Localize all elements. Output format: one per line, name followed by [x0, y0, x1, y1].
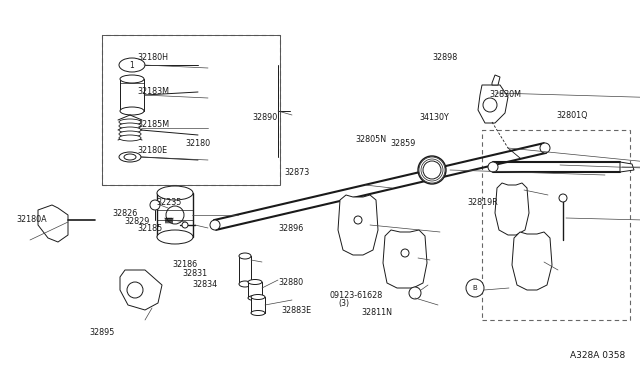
Ellipse shape — [157, 230, 193, 244]
Text: 34130Y: 34130Y — [419, 113, 449, 122]
Polygon shape — [620, 162, 634, 172]
Ellipse shape — [418, 156, 446, 184]
Text: 32890: 32890 — [253, 113, 278, 122]
Bar — [251, 297, 265, 313]
Text: B: B — [472, 285, 477, 291]
Circle shape — [559, 194, 567, 202]
Text: 32831: 32831 — [182, 269, 207, 278]
Text: 32185M: 32185M — [138, 120, 170, 129]
Circle shape — [166, 206, 184, 224]
Ellipse shape — [251, 295, 265, 299]
Circle shape — [466, 279, 484, 297]
Ellipse shape — [119, 58, 145, 72]
Text: 32180: 32180 — [186, 139, 211, 148]
Ellipse shape — [210, 220, 220, 230]
Text: 1: 1 — [130, 61, 134, 70]
Polygon shape — [478, 85, 508, 123]
Text: 32834: 32834 — [192, 280, 217, 289]
Ellipse shape — [119, 135, 141, 141]
Ellipse shape — [120, 107, 144, 115]
Ellipse shape — [540, 143, 550, 153]
Circle shape — [354, 216, 362, 224]
Polygon shape — [120, 270, 162, 310]
Text: (3): (3) — [338, 299, 349, 308]
Ellipse shape — [120, 75, 144, 83]
Circle shape — [483, 98, 497, 112]
Ellipse shape — [119, 152, 141, 162]
Polygon shape — [495, 183, 529, 235]
Text: 32859: 32859 — [390, 139, 416, 148]
Polygon shape — [492, 75, 500, 85]
Text: A328A 0358: A328A 0358 — [570, 351, 625, 360]
Ellipse shape — [248, 279, 262, 285]
Bar — [239, 256, 251, 284]
Text: 32811N: 32811N — [362, 308, 392, 317]
Circle shape — [127, 282, 143, 298]
Polygon shape — [512, 232, 552, 290]
Text: 32873: 32873 — [285, 169, 310, 177]
Text: 32186: 32186 — [173, 260, 198, 269]
Polygon shape — [383, 230, 427, 288]
Ellipse shape — [488, 162, 498, 172]
Text: 32830M: 32830M — [490, 90, 522, 99]
Bar — [248, 282, 262, 298]
Ellipse shape — [119, 131, 141, 137]
Text: 32183M: 32183M — [138, 87, 170, 96]
Ellipse shape — [423, 161, 441, 179]
Ellipse shape — [251, 311, 265, 315]
Polygon shape — [338, 195, 378, 255]
Text: 32801Q: 32801Q — [557, 111, 588, 120]
Text: 32829: 32829 — [125, 217, 150, 226]
Bar — [482, 130, 630, 320]
Bar — [120, 79, 144, 111]
Text: 32180A: 32180A — [16, 215, 47, 224]
Ellipse shape — [157, 186, 193, 200]
Circle shape — [182, 222, 188, 228]
Text: 32896: 32896 — [278, 224, 303, 233]
Text: 32180E: 32180E — [138, 146, 168, 155]
Text: 32819R: 32819R — [467, 198, 498, 207]
Ellipse shape — [124, 154, 136, 160]
Circle shape — [409, 287, 421, 299]
Text: 32883E: 32883E — [282, 306, 312, 315]
Text: 32185: 32185 — [138, 224, 163, 233]
Text: 09123-61628: 09123-61628 — [330, 291, 383, 300]
Ellipse shape — [239, 281, 251, 287]
Text: 32235: 32235 — [157, 198, 182, 207]
Ellipse shape — [239, 253, 251, 259]
Polygon shape — [38, 205, 68, 242]
Text: 32895: 32895 — [90, 328, 115, 337]
Circle shape — [401, 249, 409, 257]
Ellipse shape — [119, 123, 141, 129]
Bar — [102, 35, 280, 185]
Text: 32180H: 32180H — [138, 53, 168, 62]
Text: 32898: 32898 — [432, 53, 457, 62]
Bar — [157, 193, 193, 237]
Ellipse shape — [119, 127, 141, 133]
Text: 32880: 32880 — [278, 278, 303, 287]
Text: 32826: 32826 — [112, 209, 137, 218]
Ellipse shape — [248, 295, 262, 301]
Bar — [102, 35, 280, 185]
Circle shape — [150, 200, 160, 210]
Text: 32805N: 32805N — [355, 135, 387, 144]
Ellipse shape — [119, 119, 141, 125]
